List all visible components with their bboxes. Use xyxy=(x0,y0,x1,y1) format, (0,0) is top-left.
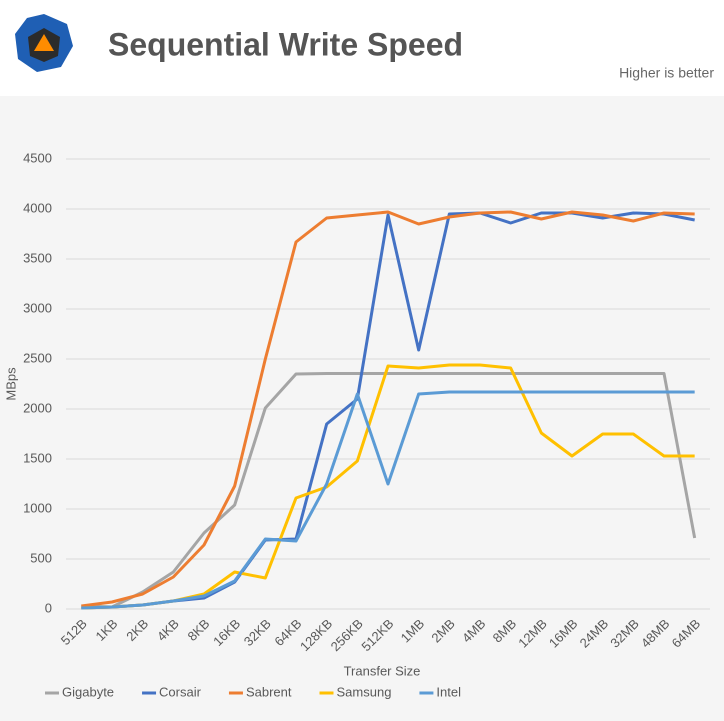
y-tick-label: 3000 xyxy=(23,300,52,315)
legend-label: Intel xyxy=(436,684,461,699)
legend-label: Samsung xyxy=(337,684,392,699)
series-line xyxy=(81,372,697,609)
y-tick-label: 2500 xyxy=(23,350,52,365)
legend-label: Corsair xyxy=(159,684,202,699)
y-tick-label: 1500 xyxy=(23,450,52,465)
y-tick-label: 4500 xyxy=(23,150,52,165)
series-line xyxy=(81,390,695,610)
x-axis-label: Transfer Size xyxy=(344,663,421,678)
y-tick-label: 4000 xyxy=(23,200,52,215)
legend-label: Sabrent xyxy=(246,684,292,699)
y-tick-label: 1000 xyxy=(23,500,52,515)
y-tick-label: 3500 xyxy=(23,250,52,265)
chart-subtitle: Higher is better xyxy=(619,65,714,81)
y-tick-label: 500 xyxy=(30,550,52,565)
legend-label: Gigabyte xyxy=(62,684,114,699)
y-axis-label: MBps xyxy=(3,367,18,401)
y-tick-label: 2000 xyxy=(23,400,52,415)
logo-triangle xyxy=(34,34,54,51)
series-line xyxy=(81,210,695,608)
chart-title: Sequential Write Speed xyxy=(108,26,463,62)
header xyxy=(0,0,724,96)
y-tick-label: 0 xyxy=(45,600,52,615)
